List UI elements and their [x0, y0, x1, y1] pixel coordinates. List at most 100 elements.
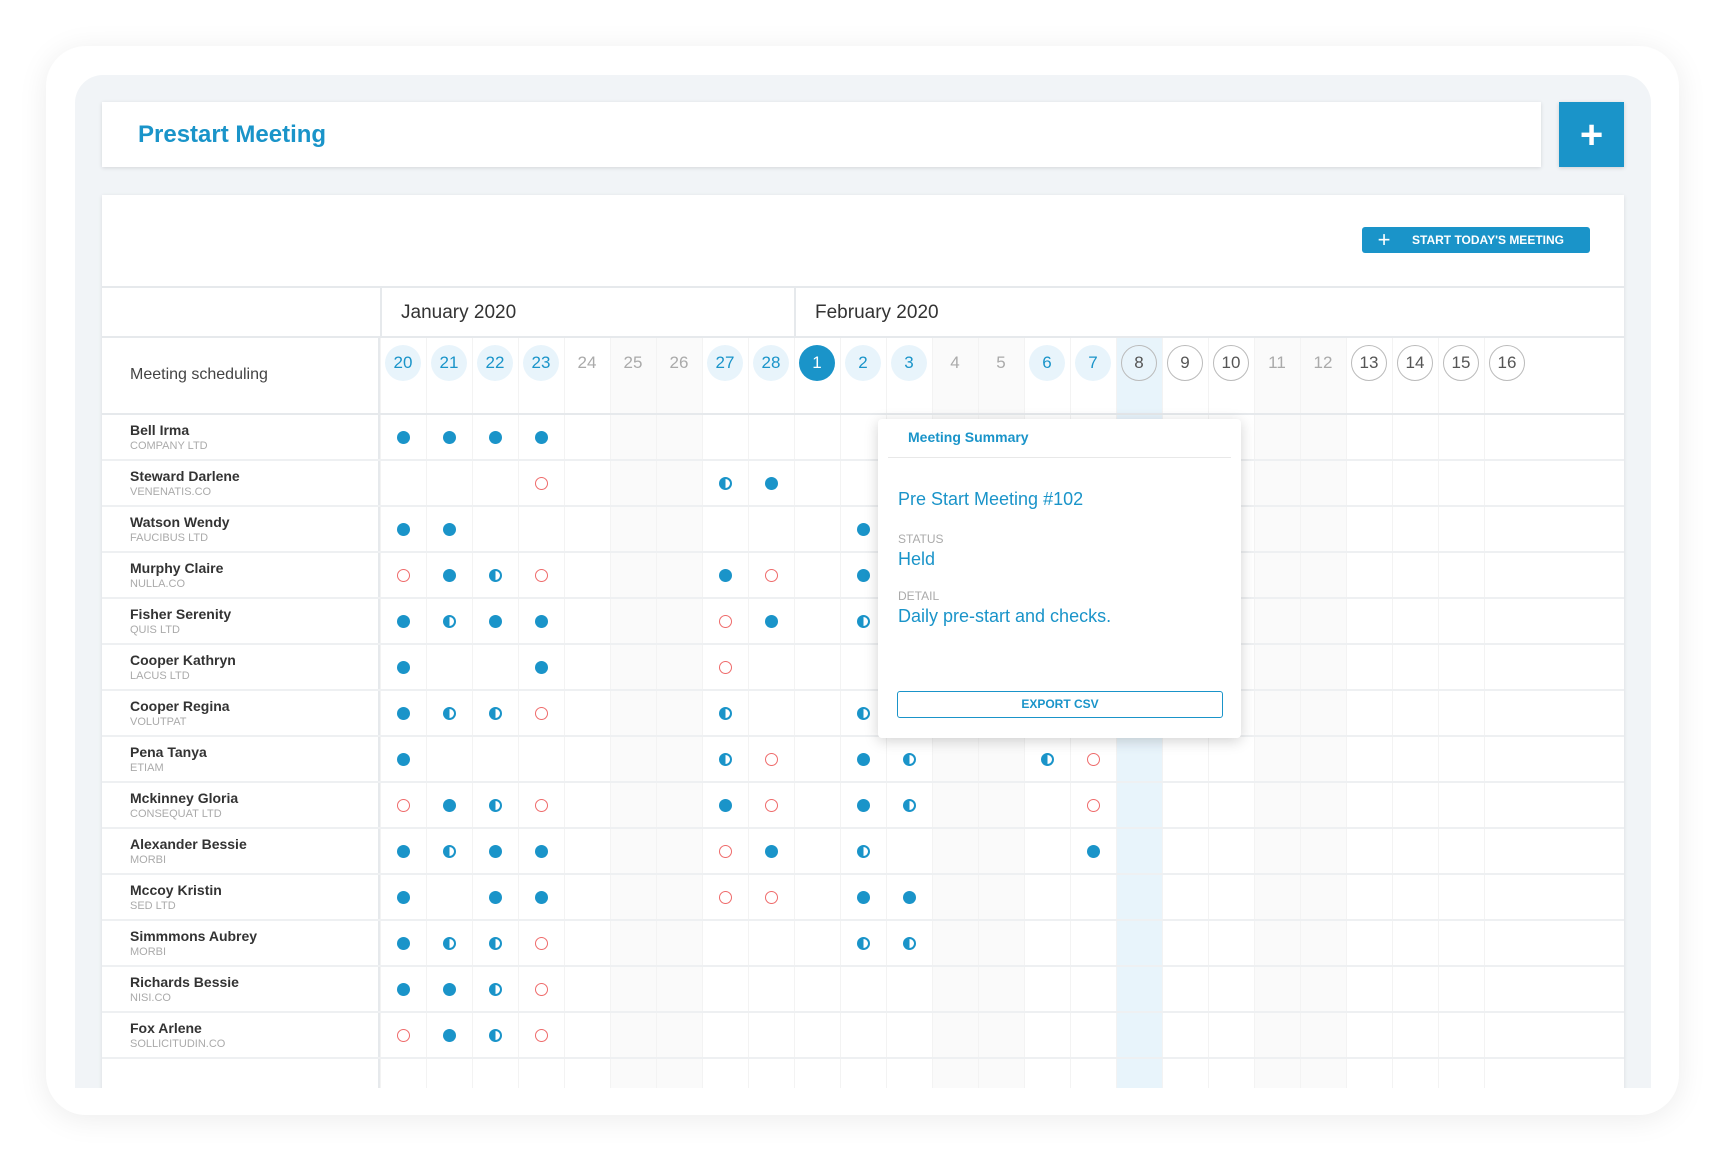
attended-full-icon[interactable] [535, 615, 548, 628]
attended-partial-icon[interactable] [903, 799, 916, 812]
missed-icon[interactable] [719, 845, 732, 858]
attended-partial-icon[interactable] [857, 937, 870, 950]
attended-full-icon[interactable] [857, 753, 870, 766]
attended-partial-icon[interactable] [489, 983, 502, 996]
day-22[interactable]: 22 [477, 345, 513, 381]
attended-full-icon[interactable] [765, 477, 778, 490]
add-button[interactable]: + [1559, 102, 1624, 167]
attended-full-icon[interactable] [857, 569, 870, 582]
missed-icon[interactable] [765, 799, 778, 812]
attended-partial-icon[interactable] [857, 615, 870, 628]
day-11[interactable]: 11 [1268, 353, 1286, 372]
attended-full-icon[interactable] [857, 891, 870, 904]
missed-icon[interactable] [765, 753, 778, 766]
day-3[interactable]: 3 [891, 345, 927, 381]
attended-partial-icon[interactable] [443, 707, 456, 720]
attended-full-icon[interactable] [397, 891, 410, 904]
start-todays-meeting-button[interactable]: + START TODAY'S MEETING [1362, 227, 1590, 253]
missed-icon[interactable] [535, 707, 548, 720]
missed-icon[interactable] [535, 799, 548, 812]
day-5[interactable]: 5 [996, 353, 1006, 372]
attended-partial-icon[interactable] [443, 845, 456, 858]
missed-icon[interactable] [765, 569, 778, 582]
attended-partial-icon[interactable] [719, 707, 732, 720]
attended-partial-icon[interactable] [489, 799, 502, 812]
day-23[interactable]: 23 [523, 345, 559, 381]
attended-full-icon[interactable] [397, 983, 410, 996]
attended-full-icon[interactable] [535, 431, 548, 444]
attended-full-icon[interactable] [397, 431, 410, 444]
attended-full-icon[interactable] [397, 707, 410, 720]
attended-full-icon[interactable] [489, 891, 502, 904]
attended-full-icon[interactable] [443, 431, 456, 444]
attended-full-icon[interactable] [765, 845, 778, 858]
attended-full-icon[interactable] [719, 799, 732, 812]
attended-full-icon[interactable] [535, 661, 548, 674]
attended-full-icon[interactable] [397, 753, 410, 766]
missed-icon[interactable] [535, 569, 548, 582]
attended-partial-icon[interactable] [903, 937, 916, 950]
day-1[interactable]: 1 [799, 345, 835, 381]
attended-full-icon[interactable] [489, 615, 502, 628]
day-7[interactable]: 7 [1075, 345, 1111, 381]
attended-full-icon[interactable] [397, 845, 410, 858]
attended-full-icon[interactable] [443, 983, 456, 996]
missed-icon[interactable] [535, 983, 548, 996]
day-4[interactable]: 4 [950, 353, 960, 372]
missed-icon[interactable] [397, 569, 410, 582]
attended-full-icon[interactable] [443, 569, 456, 582]
missed-icon[interactable] [397, 799, 410, 812]
day-15[interactable]: 15 [1443, 345, 1479, 381]
day-20[interactable]: 20 [385, 345, 421, 381]
attended-partial-icon[interactable] [489, 707, 502, 720]
attended-full-icon[interactable] [857, 523, 870, 536]
attended-full-icon[interactable] [857, 799, 870, 812]
attended-full-icon[interactable] [443, 523, 456, 536]
day-27[interactable]: 27 [707, 345, 743, 381]
attended-partial-icon[interactable] [489, 937, 502, 950]
attended-partial-icon[interactable] [489, 569, 502, 582]
day-24[interactable]: 24 [577, 353, 597, 372]
day-21[interactable]: 21 [431, 345, 467, 381]
attended-partial-icon[interactable] [489, 1029, 502, 1042]
attended-partial-icon[interactable] [857, 845, 870, 858]
attended-full-icon[interactable] [1087, 845, 1100, 858]
attended-full-icon[interactable] [443, 799, 456, 812]
missed-icon[interactable] [719, 615, 732, 628]
attended-full-icon[interactable] [765, 615, 778, 628]
missed-icon[interactable] [765, 891, 778, 904]
day-6[interactable]: 6 [1029, 345, 1065, 381]
attended-partial-icon[interactable] [1041, 753, 1054, 766]
day-2[interactable]: 2 [845, 345, 881, 381]
day-10[interactable]: 10 [1213, 345, 1249, 381]
missed-icon[interactable] [1087, 799, 1100, 812]
day-9[interactable]: 9 [1167, 345, 1203, 381]
day-25[interactable]: 25 [623, 353, 643, 372]
meeting-title[interactable]: Pre Start Meeting #102 [898, 489, 1084, 509]
attended-full-icon[interactable] [489, 845, 502, 858]
attended-full-icon[interactable] [489, 431, 502, 444]
missed-icon[interactable] [535, 937, 548, 950]
export-csv-button[interactable]: EXPORT CSV [897, 691, 1223, 718]
missed-icon[interactable] [719, 661, 732, 674]
attended-partial-icon[interactable] [857, 707, 870, 720]
attended-partial-icon[interactable] [443, 937, 456, 950]
missed-icon[interactable] [535, 1029, 548, 1042]
missed-icon[interactable] [1087, 753, 1100, 766]
attended-full-icon[interactable] [903, 891, 916, 904]
attended-partial-icon[interactable] [719, 477, 732, 490]
attended-partial-icon[interactable] [719, 753, 732, 766]
day-8[interactable]: 8 [1121, 345, 1157, 381]
day-26[interactable]: 26 [669, 353, 689, 372]
day-28[interactable]: 28 [753, 345, 789, 381]
attended-partial-icon[interactable] [903, 753, 916, 766]
attended-full-icon[interactable] [397, 661, 410, 674]
attended-full-icon[interactable] [535, 845, 548, 858]
attended-full-icon[interactable] [397, 615, 410, 628]
missed-icon[interactable] [397, 1029, 410, 1042]
day-12[interactable]: 12 [1313, 353, 1333, 372]
attended-full-icon[interactable] [719, 569, 732, 582]
missed-icon[interactable] [535, 477, 548, 490]
day-14[interactable]: 14 [1397, 345, 1433, 381]
day-16[interactable]: 16 [1489, 345, 1525, 381]
